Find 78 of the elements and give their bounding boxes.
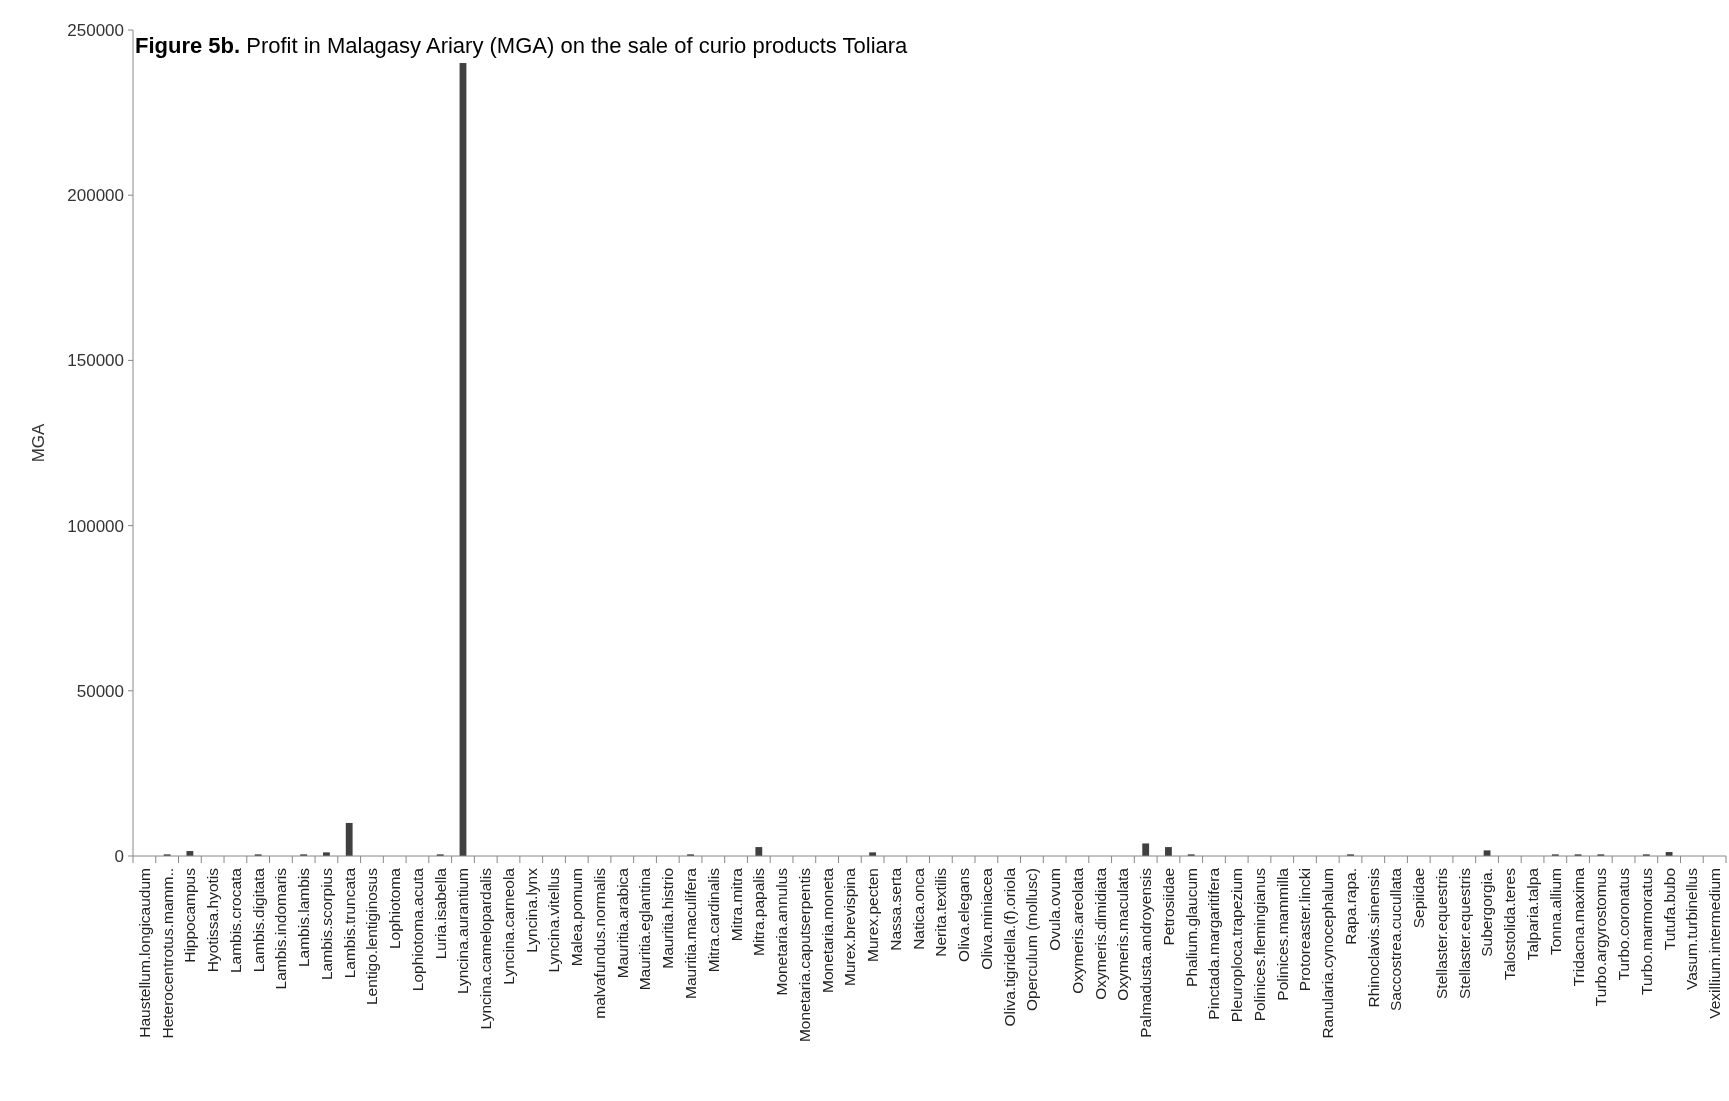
x-tick-label: Nassa.serta [886,867,904,951]
x-tick-label: Phalium.glaucum [1182,868,1200,987]
x-tick-label: Operculum (mollusc) [1023,868,1041,1011]
x-tick-label: Monetaria.caputserpentis [795,867,813,1043]
x-tick-label: Murex.pecten [864,868,882,962]
y-tick-label: 100000 [67,516,124,536]
x-tick-label: Mitra.papalis [750,867,768,956]
x-tick-label: Monetaria.annulus [773,867,790,996]
x-tick-label: Ranularia.cynocephalum [1319,868,1337,1039]
y-axis-title: MGA [29,422,48,463]
x-tick-label: Oxymeris.dimidiata [1091,867,1109,1000]
x-tick-label: Luria.isabella [431,867,449,960]
x-tick-label: Tonna.allium [1546,868,1564,956]
x-tick-label: Rapa.rapa. [1341,868,1359,945]
y-tick-label: 250000 [67,20,124,40]
x-tick-label: Polinices.mammilla [1273,867,1291,1001]
x-tick-label: Mauritia.arabica [613,867,631,979]
x-tick-label: Lophiotoma [386,867,404,950]
y-tick-label: 200000 [67,186,124,206]
x-tick-label: Turbo.marmoratus [1637,867,1655,995]
x-tick-label: Petrosiidae [1159,868,1177,946]
x-tick-label: Lambis.lambis [295,867,313,968]
y-tick-label: 150000 [67,351,124,371]
x-tick-label: Heterocentrotus.mamm.. [158,868,176,1039]
x-tick-label: Saccostrea.cucullata [1387,867,1405,1012]
x-tick-label: Polinices.flemingianus [1250,867,1268,1022]
x-tick-label: Tutufa.bubo [1660,868,1678,951]
x-tick-label: Lambis.truncata [340,867,358,979]
x-tick-label: Lyncina.vitellus [545,867,563,973]
x-tick-label: Talostolida.teres [1501,867,1519,981]
x-tick-label: Lambis.digitata [249,867,267,973]
x-tick-label: Oliva.miniacea [977,867,995,970]
x-tick-label: Pleuroploca.trapezium [1228,868,1246,1023]
x-tick-label: Lentigo.lentiginosus [363,867,381,1006]
y-tick-label: 50000 [76,681,124,701]
x-tick-label: Tridacna.maxima [1569,867,1587,987]
x-tick-label: Haustellum.longicaudum [135,868,153,1038]
x-tick-label: Monetaria.moneta [818,867,836,993]
x-tick-label: Natica.onca [909,867,927,950]
x-tick-label: Lambis.indomaris [272,867,290,990]
x-tick-label: Lyncina.camelopardalis [477,867,495,1030]
x-tick-label: Rhinoclavis.sinensis [1364,867,1382,1008]
x-tick-label: Oxymeris.maculata [1114,867,1132,1001]
x-tick-label: Lophiotoma.acuta [408,867,426,992]
x-tick-label: Lyncina.carneola [499,867,517,985]
x-tick-label: Vexillium.intermedium [1706,868,1724,1019]
x-tick-label: Lambis.crocata [226,867,244,974]
x-tick-label: Nerita.textilis [932,867,950,957]
x-tick-label: Pinctada.margaritifera [1205,867,1223,1020]
y-tick-label: 0 [114,846,124,866]
x-tick-label: Talparia.talpa [1523,867,1541,961]
x-tick-label: Subergorgia. [1478,868,1496,957]
x-tick-label: Malea.pomum [568,868,586,967]
x-tick-label: Turbo.argyrostomus [1592,867,1610,1007]
chart-title: Figure 5b. Profit in Malagasy Ariary (MGA) on the sale of curio products Toliara [135,33,909,58]
x-tick-label: Stellaster.equestris [1455,867,1473,999]
x-tick-label: Lyncina.lynx [522,867,540,953]
x-tick-label: Ovula.ovum [1046,868,1064,951]
x-tick-label: Mauritia.eglantina [636,867,654,991]
x-tick-label: Oxymeris.areolata [1068,867,1086,994]
x-tick-label: Mauritia.maculifera [681,867,699,999]
x-tick-label: Sepiidae [1410,868,1428,929]
x-tick-label: Palmadusta.androyensis [1137,867,1155,1038]
x-tick-label: malvafundus.normalis [590,867,608,1019]
x-tick-label: Vasum.turbinellus [1683,867,1701,991]
x-tick-label: Oliva.elegans [955,867,973,962]
x-tick-label: Murex.brevispina [841,867,859,987]
x-tick-label: Lyncina.aurantium [454,868,472,995]
x-tick-label: Stellaster.equestris [1432,867,1450,999]
x-tick-label: Hyotissa.hyotis [204,867,222,973]
x-tick-label: Turbo.coronatus [1615,867,1633,981]
x-tick-label: Oliva.tigridella.(f).oriola [1000,867,1018,1027]
x-tick-label: Lambis.scorpius [317,867,335,980]
x-tick-label: Protoreaster.lincki [1296,868,1314,992]
x-tick-label: Mitra.mitra [727,867,745,942]
x-tick-label: Hippocampus [181,867,199,963]
x-tick-label: Mitra.cardinalis [704,867,722,973]
x-tick-label: Mauritia.histrio [659,868,677,969]
